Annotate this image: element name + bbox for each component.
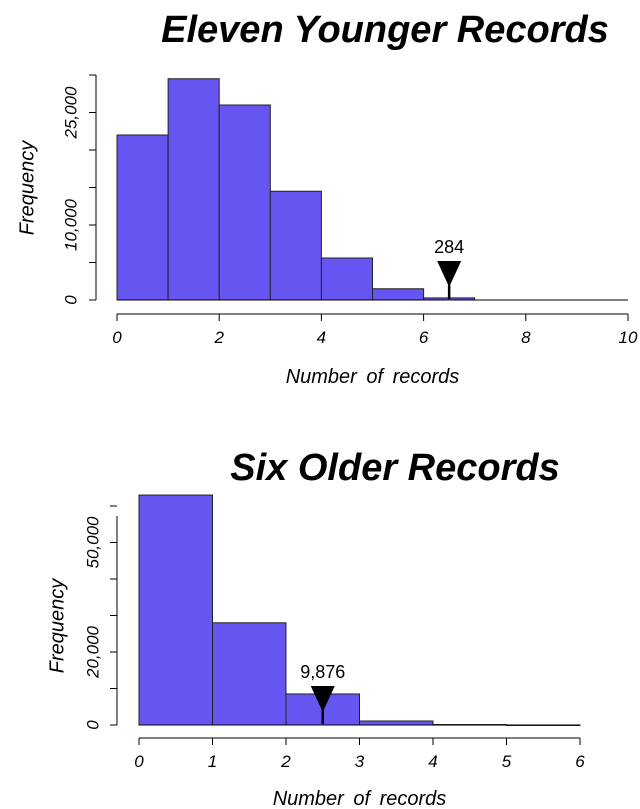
x-tick-label: 2 — [280, 752, 291, 771]
marker-triangle-icon — [437, 261, 462, 287]
x-axis: 0 1 2 3 4 5 6 — [134, 737, 585, 771]
chart-1: Eleven Younger Records 0 2 4 6 8 10 Number of r… — [16, 9, 638, 388]
observed-value-marker: 9,876 — [300, 662, 345, 724]
x-tick-label: 0 — [134, 752, 144, 771]
x-tick-label: 4 — [428, 752, 437, 771]
chart-title: Eleven Younger Records — [161, 9, 609, 51]
x-axis-label: Number of records — [286, 366, 460, 388]
chart-title: Six Older Records — [230, 447, 559, 489]
x-tick-label: 3 — [355, 752, 365, 771]
x-tick-label: 0 — [112, 328, 122, 347]
x-tick-label: 1 — [208, 752, 217, 771]
x-tick-label: 6 — [575, 752, 585, 771]
marker-label: 9,876 — [300, 662, 345, 682]
histogram-bar — [320, 257, 373, 301]
histogram-bar — [116, 134, 169, 301]
histogram-bar — [218, 104, 271, 301]
histogram-bar — [138, 494, 213, 726]
y-tick-label: 0 — [61, 295, 80, 305]
histogram-bar — [269, 190, 322, 301]
histogram-bar — [372, 288, 425, 301]
x-tick-label: 5 — [502, 752, 512, 771]
histogram-bar — [167, 78, 220, 301]
y-tick-label: 10,000 — [61, 198, 80, 251]
x-axis-label: Number of records — [273, 788, 447, 809]
y-tick-label: 20,000 — [83, 625, 102, 679]
y-tick-label: 0 — [83, 720, 102, 730]
x-tick-label: 6 — [419, 328, 429, 347]
x-tick-label: 4 — [317, 328, 326, 347]
x-tick-label: 8 — [521, 328, 531, 347]
chart-2: Six Older Records 0 1 2 3 4 5 6 Number of record… — [46, 447, 585, 809]
y-axis-label: Frequency — [46, 578, 68, 673]
histogram-bar — [359, 720, 434, 726]
y-axis-label: Frequency — [16, 140, 38, 235]
marker-label: 284 — [434, 237, 464, 257]
y-axis: 0 10,000 25,000 — [61, 74, 97, 305]
histogram-bar — [212, 622, 287, 726]
x-tick-label: 10 — [619, 328, 638, 347]
y-tick-label: 50,000 — [83, 516, 102, 569]
y-axis: 0 20,000 50,000 — [83, 505, 118, 730]
x-axis: 0 2 4 6 8 10 — [112, 313, 638, 347]
observed-value-marker: 284 — [434, 237, 464, 299]
x-tick-label: 2 — [213, 328, 224, 347]
marker-triangle-icon — [310, 686, 335, 712]
y-tick-label: 25,000 — [61, 86, 80, 140]
